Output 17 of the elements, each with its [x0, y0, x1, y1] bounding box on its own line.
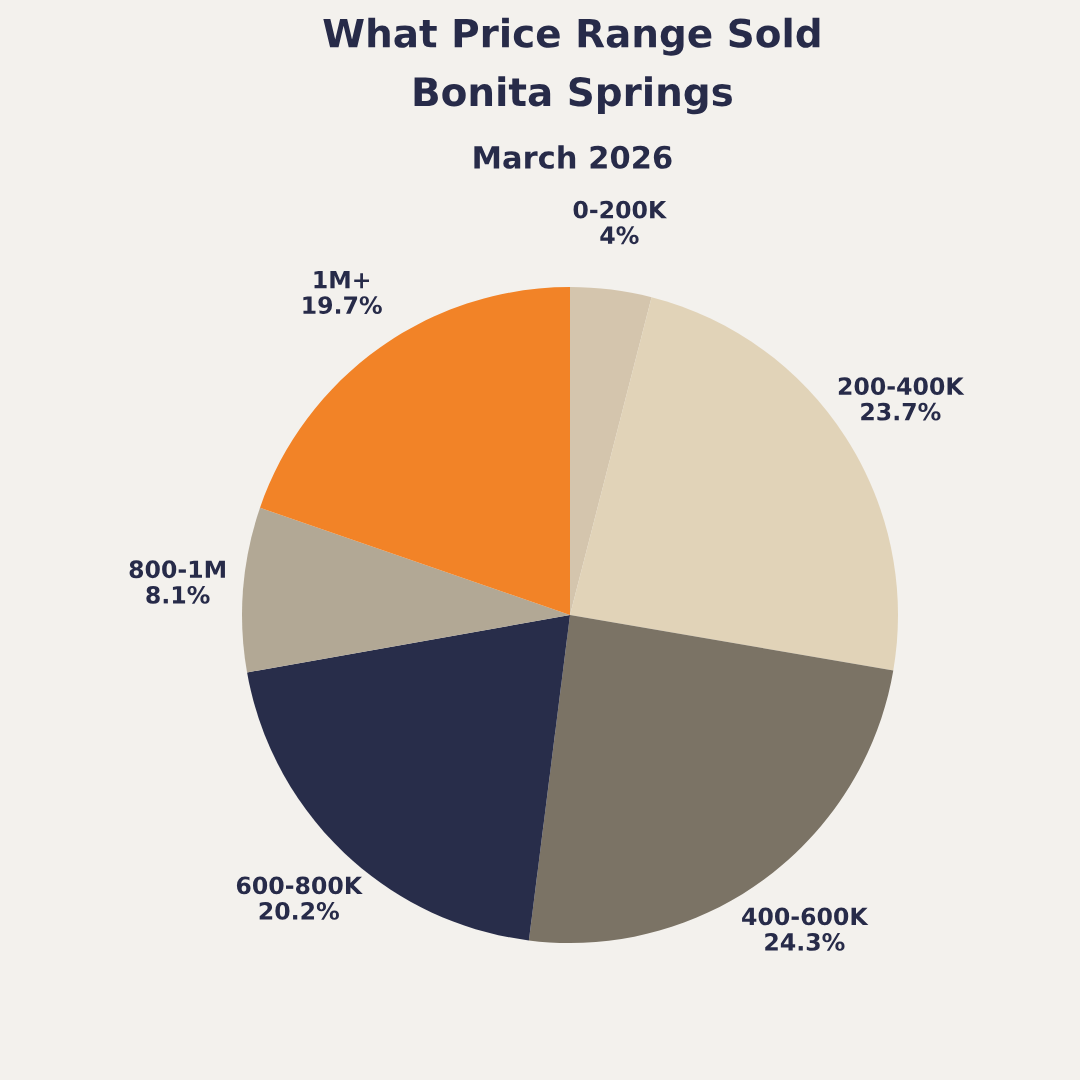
data-label: 19.7%: [303, 296, 382, 315]
slice-label: 800-1M: [129, 560, 225, 579]
slice-label: 400-600K: [742, 907, 869, 926]
data-label: 20.2%: [259, 901, 339, 920]
slice-label: 600-800K: [236, 876, 363, 895]
pie-slice: [260, 287, 570, 615]
chart-title: What Price Range Sold Bonita Springs: [323, 17, 820, 115]
data-label: 24.3%: [765, 933, 845, 951]
data-label: 4%: [600, 226, 639, 245]
data-label: 23.7%: [861, 402, 941, 421]
chart-subtitle: March 2026: [474, 145, 672, 169]
pie-slice: [570, 287, 652, 615]
slice-label: 0-200K: [573, 200, 667, 219]
data-label: 8.1%: [146, 585, 210, 604]
slice-label: 1M+: [314, 270, 370, 289]
pie-slice: [242, 507, 570, 673]
slice-label: 200-400K: [838, 377, 965, 396]
